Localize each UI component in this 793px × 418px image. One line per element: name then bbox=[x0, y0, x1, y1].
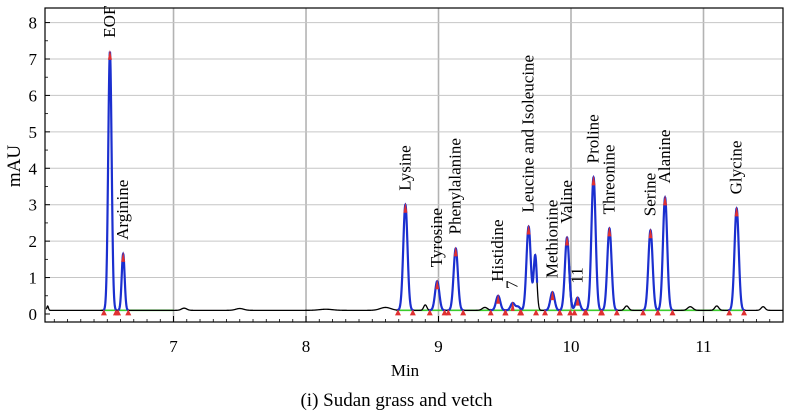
peak-markers bbox=[100, 49, 748, 316]
peak-end-marker bbox=[533, 309, 540, 316]
peak-label: Serine bbox=[641, 173, 660, 216]
peak-label: 11 bbox=[568, 267, 587, 283]
y-tick-label: 6 bbox=[29, 86, 38, 105]
y-tick-label: 2 bbox=[29, 232, 38, 251]
plot-frame bbox=[44, 7, 784, 323]
y-tick-label: 5 bbox=[29, 123, 38, 142]
peak-start-marker bbox=[502, 309, 509, 316]
peak-start-marker bbox=[445, 309, 452, 316]
grid-lines bbox=[45, 8, 783, 322]
peak-label: Tyrosine bbox=[427, 208, 446, 267]
peak-apex-marker bbox=[453, 246, 458, 257]
peak-apex-marker bbox=[107, 49, 112, 60]
x-tick-label: 9 bbox=[434, 337, 443, 356]
peak-apex-marker bbox=[496, 293, 501, 304]
peak-label: Threonine bbox=[599, 145, 618, 215]
axes: 0 1 2 3 4 5 6 7 8 7 8 9 10 11 bbox=[29, 14, 784, 356]
peak-end-marker bbox=[669, 309, 676, 316]
peak-apex-marker bbox=[550, 290, 555, 301]
peak-apex-marker bbox=[565, 235, 570, 246]
peak-apex-marker bbox=[526, 224, 531, 235]
peak-apex-marker bbox=[734, 206, 739, 217]
peak-label: Histidine bbox=[488, 219, 507, 281]
y-axis-label: mAU bbox=[4, 145, 25, 188]
peak-start-marker bbox=[599, 309, 606, 316]
plot-border bbox=[44, 7, 784, 323]
peak-label: Phenylalanine bbox=[446, 138, 465, 234]
x-tick-label: 10 bbox=[563, 337, 580, 356]
peak-apex-marker bbox=[121, 251, 126, 262]
peak-label: Valine bbox=[557, 180, 576, 223]
peak-start-marker bbox=[426, 309, 433, 316]
peak-start-marker bbox=[640, 309, 647, 316]
y-tick-label: 0 bbox=[29, 305, 38, 324]
peak-label: Glycine bbox=[727, 141, 746, 195]
peak-start-marker bbox=[556, 309, 563, 316]
peak-label: 7 bbox=[503, 280, 522, 289]
peak-label: Leucine and Isoleucine bbox=[519, 55, 538, 213]
peak-label: Lysine bbox=[395, 145, 414, 190]
peak-end-marker bbox=[125, 309, 132, 316]
peak-apex-marker bbox=[435, 279, 440, 290]
x-axis-label: Min bbox=[391, 361, 420, 380]
y-tick-label: 4 bbox=[29, 159, 38, 178]
peak-apex-marker bbox=[607, 226, 612, 237]
peak-end-marker bbox=[571, 309, 578, 316]
peak-start-marker bbox=[567, 309, 574, 316]
peak-start-marker bbox=[100, 309, 107, 316]
peak-apex-marker bbox=[403, 202, 408, 213]
peak-start-marker bbox=[654, 309, 661, 316]
peak-start-marker bbox=[583, 309, 590, 316]
peak-apex-marker bbox=[591, 175, 596, 186]
peak-label: Alanine bbox=[655, 130, 674, 184]
peak-end-marker bbox=[409, 309, 416, 316]
y-tick-label: 7 bbox=[29, 50, 38, 69]
y-tick-label: 3 bbox=[29, 196, 38, 215]
peak-label: Methionine bbox=[542, 200, 561, 278]
x-tick-label: 11 bbox=[695, 337, 711, 356]
peak-start-marker bbox=[115, 309, 122, 316]
peak-end-marker bbox=[741, 309, 748, 316]
peak-start-marker bbox=[394, 309, 401, 316]
figure-caption: (i) Sudan grass and vetch bbox=[300, 390, 493, 411]
x-tick-label: 7 bbox=[169, 337, 178, 356]
peak-start-marker bbox=[487, 309, 494, 316]
peak-label: Arginine bbox=[113, 180, 132, 240]
peak-label: EOF bbox=[100, 6, 119, 38]
peak-end-marker bbox=[460, 309, 467, 316]
peak-apex-marker bbox=[648, 228, 653, 239]
peak-start-marker bbox=[542, 309, 549, 316]
y-tick-label: 1 bbox=[29, 269, 38, 288]
peak-apex-marker bbox=[510, 300, 515, 311]
peak-apex-marker bbox=[663, 195, 668, 206]
peak-apex-marker bbox=[575, 295, 580, 306]
peak-start-marker bbox=[518, 309, 525, 316]
peak-end-marker bbox=[613, 309, 620, 316]
y-tick-label: 8 bbox=[29, 14, 38, 33]
peak-start-marker bbox=[726, 309, 733, 316]
x-tick-label: 8 bbox=[302, 337, 311, 356]
peak-label: Proline bbox=[584, 114, 603, 163]
